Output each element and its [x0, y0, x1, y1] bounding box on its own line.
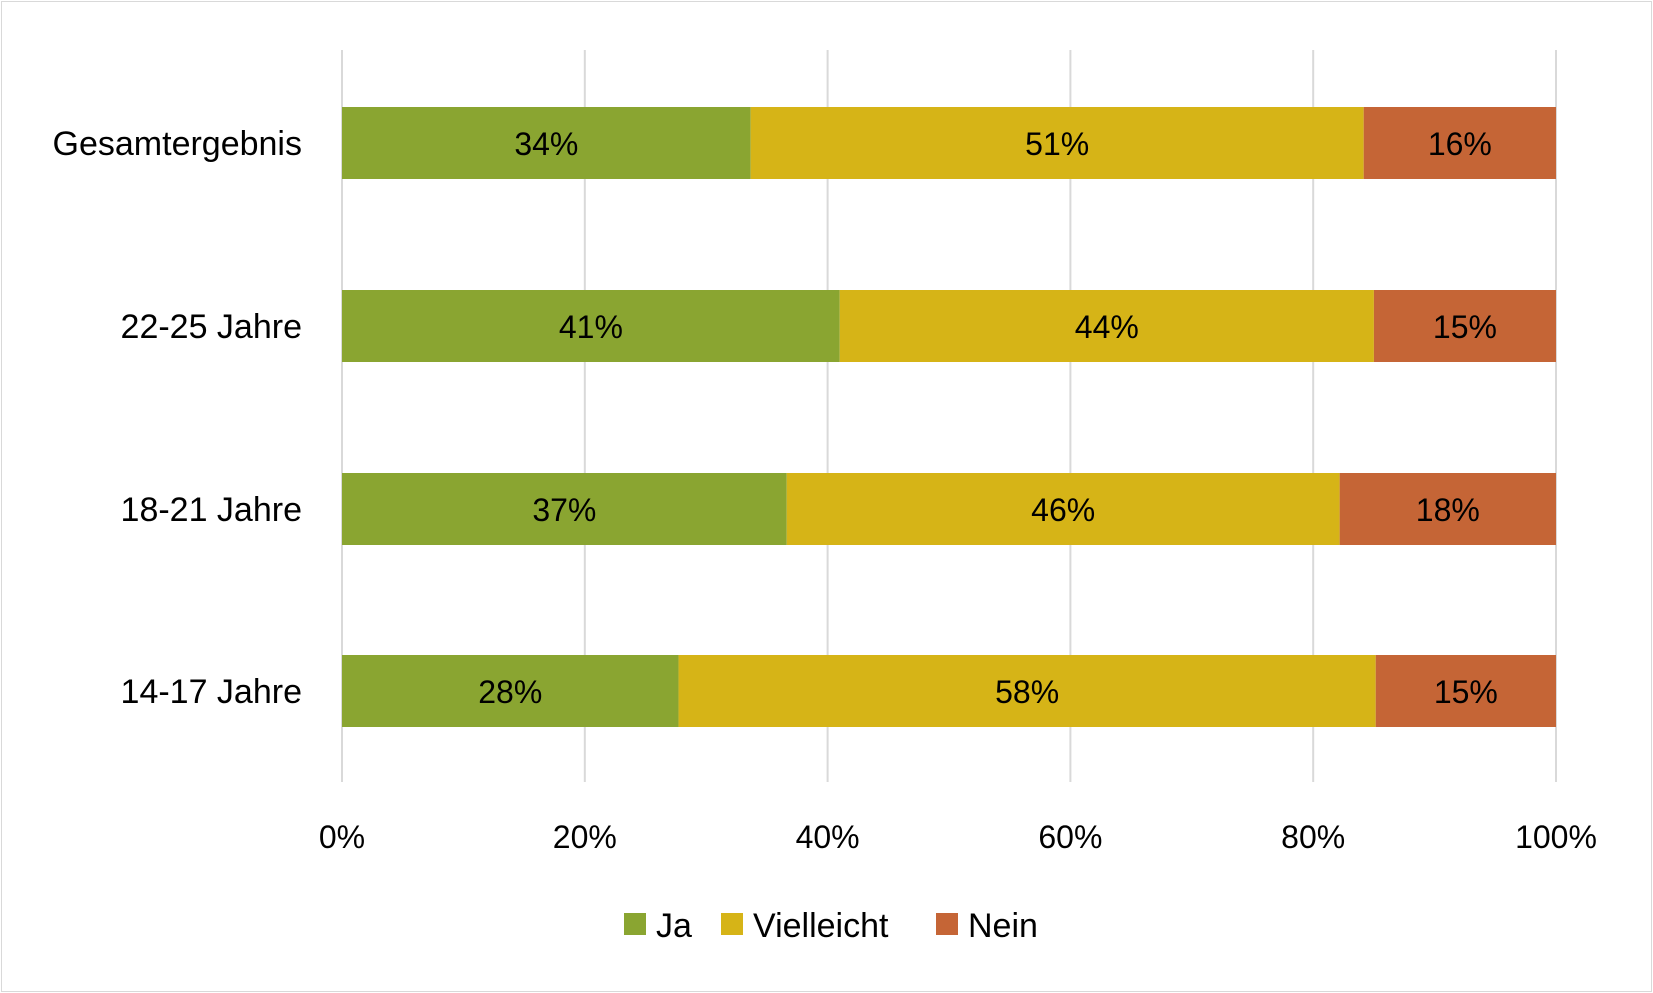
data-label-0-2: 16%: [1428, 126, 1492, 162]
legend-label-0: Ja: [656, 907, 692, 945]
bar-2-1: [786, 473, 1340, 545]
x-tick-label-40: 40%: [796, 819, 860, 855]
bar-1-0: [342, 290, 840, 362]
bar-1-1: [839, 290, 1374, 362]
data-label-2-2: 18%: [1416, 492, 1480, 528]
data-label-2-1: 46%: [1031, 492, 1095, 528]
x-tick-label-20: 20%: [553, 819, 617, 855]
x-tick-label-0: 0%: [319, 819, 365, 855]
data-label-1-2: 15%: [1433, 309, 1497, 345]
data-label-3-2: 15%: [1434, 674, 1498, 710]
x-tick-label-80: 80%: [1281, 819, 1345, 855]
data-label-0-1: 51%: [1025, 126, 1089, 162]
bar-3-2: [1375, 655, 1556, 727]
x-tick-label-60: 60%: [1038, 819, 1102, 855]
data-label-1-0: 41%: [559, 309, 623, 345]
bars: 34% 51% 16% 41% 44% 15% 37% 46% 18% 28% 58% 15%: [342, 107, 1556, 727]
legend-swatch-1: [721, 913, 743, 935]
bar-3-0: [342, 655, 679, 727]
category-label-1: 22-25 Jahre: [121, 308, 302, 346]
legend: Ja Vielleicht Nein: [624, 907, 1038, 945]
data-label-1-1: 44%: [1075, 309, 1139, 345]
data-label-0-0: 34%: [514, 126, 578, 162]
bar-0-2: [1363, 107, 1556, 179]
data-label-2-0: 37%: [532, 492, 596, 528]
category-label-3: 14-17 Jahre: [121, 673, 302, 711]
bar-2-2: [1339, 473, 1556, 545]
x-tick-label-100: 100%: [1515, 819, 1597, 855]
legend-label-2: Nein: [968, 907, 1038, 945]
x-tick-labels: 0% 20% 40% 60% 80% 100%: [319, 819, 1597, 855]
bar-0-0: [342, 107, 751, 179]
legend-swatch-0: [624, 913, 646, 935]
category-label-0: Gesamtergebnis: [53, 125, 302, 163]
legend-swatch-2: [936, 913, 958, 935]
legend-label-1: Vielleicht: [753, 907, 889, 945]
category-labels: Gesamtergebnis 22-25 Jahre 18-21 Jahre 14-1…: [53, 125, 302, 711]
data-label-3-0: 28%: [478, 674, 542, 710]
bar-1-2: [1373, 290, 1556, 362]
bar-3-1: [678, 655, 1376, 727]
bar-2-0: [342, 473, 787, 545]
data-label-3-1: 58%: [995, 674, 1059, 710]
bar-0-1: [750, 107, 1364, 179]
category-label-2: 18-21 Jahre: [121, 491, 302, 529]
